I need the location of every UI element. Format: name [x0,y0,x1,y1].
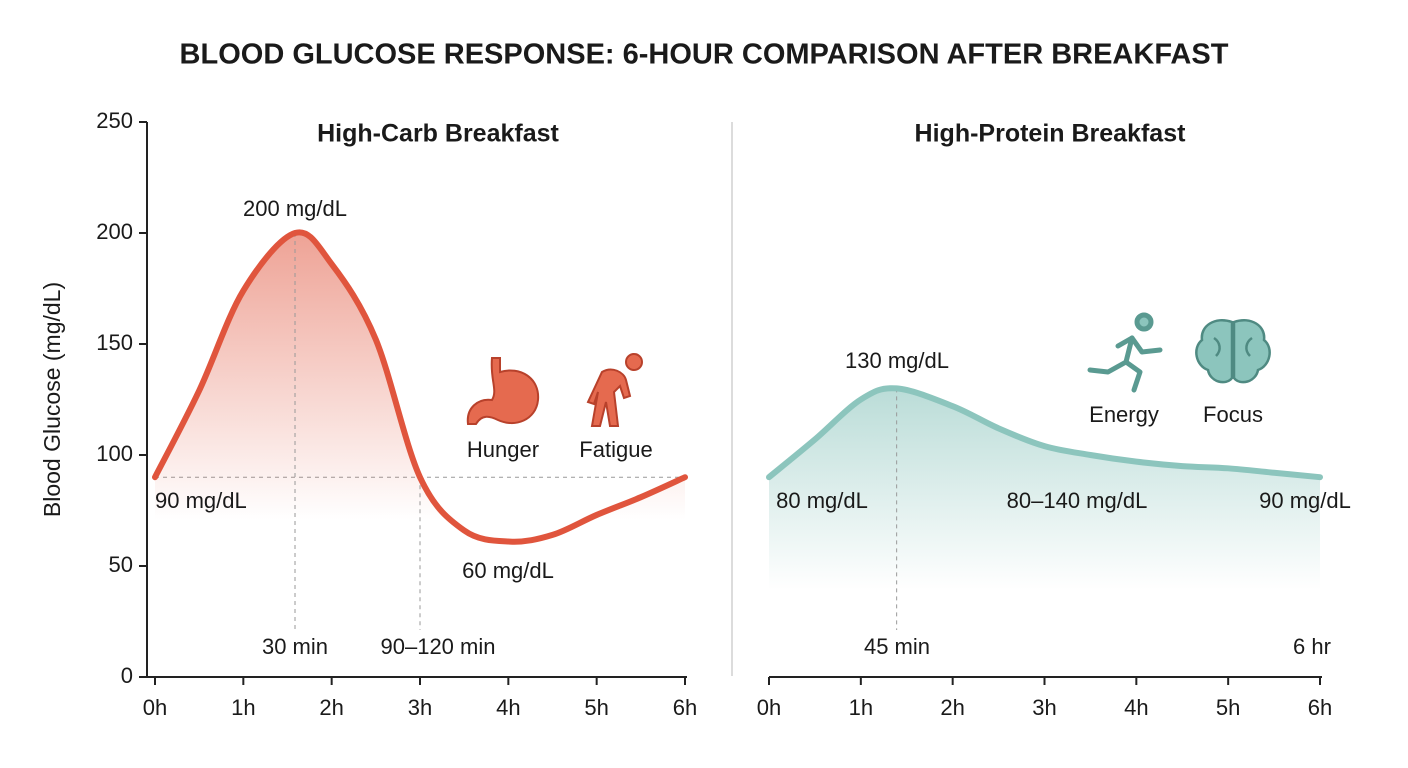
annotation: Fatigue [579,437,652,462]
annotation: 200 mg/dL [243,196,347,221]
y-tick-label: 200 [96,219,133,244]
x-tick-label: 5h [584,695,608,720]
line [152,229,688,545]
stomach-icon [466,357,540,425]
y-tick-label: 0 [121,663,133,688]
x-tick-label: 1h [849,695,873,720]
x-tick-label: 5h [1216,695,1240,720]
x-tick-label: 0h [143,695,167,720]
annotation: 90 mg/dL [155,488,247,513]
annotation: 80–140 mg/dL [1007,488,1148,513]
x-tick-label: 4h [496,695,520,720]
x-tick-label: 6h [1308,695,1332,720]
x-tick-label: 4h [1124,695,1148,720]
x-tick-label: 6h [673,695,697,720]
y-tick-label: 50 [109,552,133,577]
y-axis-label: Blood Glucose (mg/dL) [39,282,65,517]
runner-icon [1087,312,1163,393]
person-icon [586,353,643,427]
x-tick-label: 3h [1032,695,1056,720]
y-tick-label: 250 [96,108,133,133]
y-tick-label: 150 [96,330,133,355]
line [766,385,1323,481]
x-tick-label: 2h [319,695,343,720]
brain-icon [1195,319,1271,384]
annotation: 30 min [262,634,328,659]
annotation: Energy [1089,402,1159,427]
x-tick-label: 3h [408,695,432,720]
annotation: Focus [1203,402,1263,427]
x-tick-label: 2h [940,695,964,720]
main-title: BLOOD GLUCOSE RESPONSE: 6-HOUR COMPARISO… [180,39,1229,71]
y-tick-label: 100 [96,441,133,466]
annotation: 90 mg/dL [1259,488,1351,513]
area [155,232,685,542]
annotation: 45 min [864,634,930,659]
annotation: 90–120 min [381,634,496,659]
panel-title: High-Protein Breakfast [915,120,1187,148]
annotation: Hunger [467,437,539,462]
x-tick-label: 0h [757,695,781,720]
x-tick-label: 1h [231,695,255,720]
panel-title: High-Carb Breakfast [317,120,559,148]
annotation: 130 mg/dL [845,348,949,373]
annotation: 80 mg/dL [776,488,868,513]
annotation: 6 hr [1293,634,1331,659]
area [769,388,1320,590]
annotation: 60 mg/dL [462,558,554,583]
